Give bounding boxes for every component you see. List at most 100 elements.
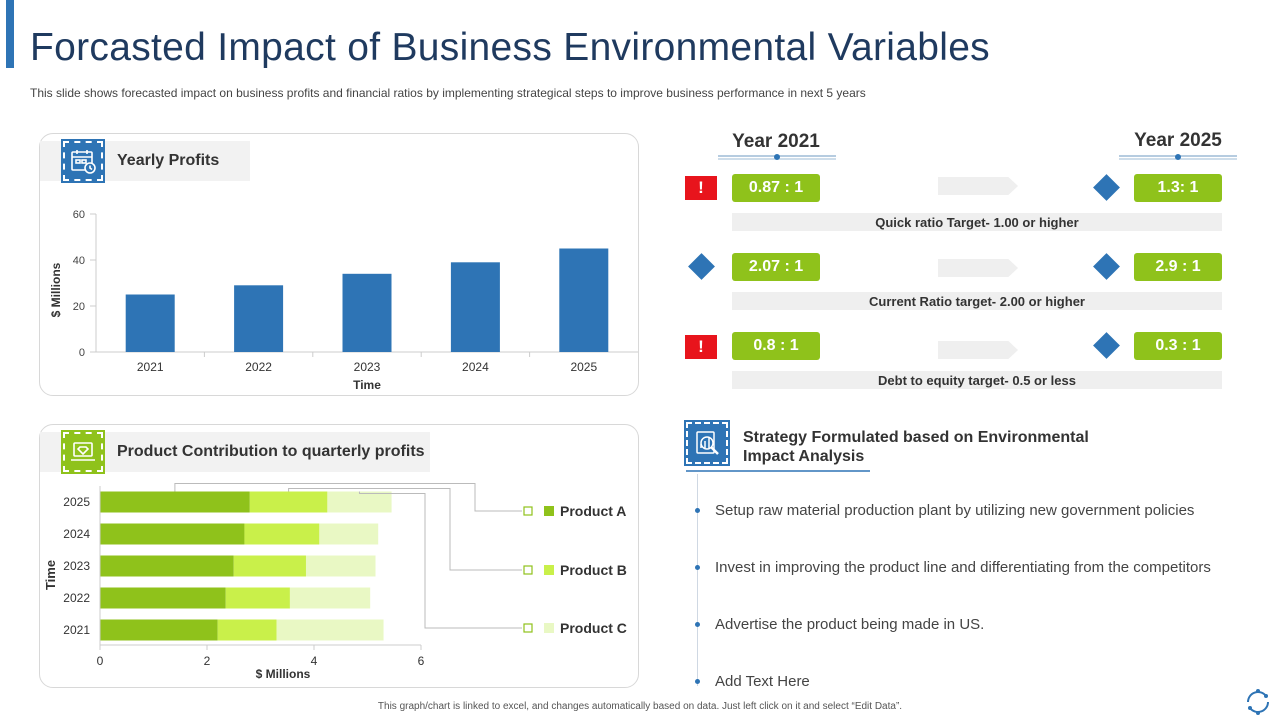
y-tick-label: 2024 bbox=[63, 527, 90, 541]
y-tick-label: 40 bbox=[73, 255, 85, 267]
profit-bar bbox=[342, 273, 392, 352]
legend-label: Product B bbox=[560, 562, 627, 578]
ratio-2021-debt-equity: 0.8 : 1 bbox=[732, 332, 820, 360]
product-contribution-header bbox=[40, 432, 430, 472]
ratio-2025-current: 2.9 : 1 bbox=[1134, 253, 1222, 281]
legend-marker-outline bbox=[523, 565, 533, 575]
target-quick-ratio: Quick ratio Target- 1.00 or higher bbox=[732, 213, 1222, 231]
product-bar-segment bbox=[244, 523, 320, 545]
ratio-2025-quick: 1.3: 1 bbox=[1134, 174, 1222, 202]
y-tick-label: 20 bbox=[73, 301, 85, 313]
x-tick-label: 0 bbox=[97, 654, 104, 668]
product-bar-segment bbox=[100, 491, 250, 513]
strategy-underline bbox=[686, 470, 870, 472]
laptop-diamond-icon bbox=[61, 430, 105, 474]
x-tick-label: 6 bbox=[418, 654, 425, 668]
strategy-timeline-line bbox=[697, 474, 698, 686]
footer-note: This graph/chart is linked to excel, and… bbox=[377, 701, 903, 712]
profit-bar bbox=[234, 285, 284, 352]
ratio-2025-debt-equity: 0.3 : 1 bbox=[1134, 332, 1222, 360]
bullet-dot bbox=[695, 679, 700, 684]
product-bar-segment bbox=[100, 619, 218, 641]
product-bar-segment bbox=[276, 619, 384, 641]
y-tick-label: 0 bbox=[79, 347, 85, 359]
product-bar-segment bbox=[289, 587, 371, 609]
alert-icon: ! bbox=[685, 335, 717, 359]
page-title: Forcasted Impact of Business Environment… bbox=[30, 26, 990, 69]
profit-bar bbox=[450, 262, 500, 352]
strategy-bullet: Invest in improving the product line and… bbox=[715, 559, 1211, 576]
strategy-title-line2: Impact Analysis bbox=[743, 448, 865, 465]
strategy-bullet: Setup raw material production plant by u… bbox=[715, 502, 1195, 519]
legend-marker-outline bbox=[523, 506, 533, 516]
product-bar-segment bbox=[225, 587, 290, 609]
x-tick-label: 2021 bbox=[137, 360, 164, 374]
arrow-right-shape bbox=[938, 259, 1018, 277]
strategy-bullet: Add Text Here bbox=[715, 673, 810, 690]
legend-swatch bbox=[544, 506, 554, 516]
ratio-2021-current: 2.07 : 1 bbox=[732, 253, 820, 281]
diamond-icon bbox=[1093, 253, 1120, 280]
x-axis-label: $ Millions bbox=[256, 667, 311, 681]
y-tick-label: 2023 bbox=[63, 559, 90, 573]
year-start-heading: Year 2021 bbox=[732, 131, 820, 152]
y-tick-label: 60 bbox=[73, 209, 85, 221]
y-axis-label: Time bbox=[43, 560, 58, 590]
product-bar-segment bbox=[100, 523, 245, 545]
x-tick-label: 4 bbox=[311, 654, 318, 668]
arrow-right-shape bbox=[938, 341, 1018, 359]
target-current-ratio: Current Ratio target- 2.00 or higher bbox=[732, 292, 1222, 310]
product-bar-segment bbox=[249, 491, 328, 513]
y-tick-label: 2025 bbox=[63, 495, 90, 509]
strategy-bullet: Advertise the product being made in US. bbox=[715, 616, 985, 633]
ratio-2021-quick: 0.87 : 1 bbox=[732, 174, 820, 202]
product-contribution-title: Product Contribution to quarterly profit… bbox=[117, 443, 425, 460]
target-debt-equity: Debt to equity target- 0.5 or less bbox=[732, 371, 1222, 389]
legend-leader-line bbox=[288, 488, 522, 571]
legend-swatch bbox=[544, 565, 554, 575]
refresh-icon[interactable] bbox=[1242, 686, 1274, 718]
legend-leader-line bbox=[358, 491, 522, 629]
analysis-report-icon bbox=[684, 420, 730, 466]
strategy-title-line1: Strategy Formulated based on Environment… bbox=[743, 429, 1089, 446]
product-bar-segment bbox=[305, 555, 376, 577]
alert-icon: ! bbox=[685, 176, 717, 200]
page-subtitle: This slide shows forecasted impact on bu… bbox=[30, 86, 866, 100]
y-tick-label: 2021 bbox=[63, 623, 90, 637]
diamond-icon bbox=[1093, 174, 1120, 201]
product-bar-segment bbox=[233, 555, 306, 577]
diamond-icon bbox=[688, 253, 715, 280]
product-contribution-chart[interactable]: 2025 2024 2023 2022 2021 0 2 4 6 $ Millions Time Pr… bbox=[40, 470, 638, 685]
profit-bar bbox=[125, 294, 175, 352]
x-tick-label: 2 bbox=[204, 654, 211, 668]
diamond-icon bbox=[1093, 332, 1120, 359]
legend-leader-line bbox=[174, 483, 522, 512]
strategy-title: Strategy Formulated based on Environment… bbox=[743, 428, 1089, 466]
y-tick-label: 2022 bbox=[63, 591, 90, 605]
y-axis-label: $ Millions bbox=[49, 262, 63, 317]
product-bar-segment bbox=[217, 619, 277, 641]
legend-marker-outline bbox=[523, 623, 533, 633]
title-accent-bar bbox=[6, 0, 14, 68]
bullet-dot bbox=[695, 622, 700, 627]
legend-label: Product C bbox=[560, 620, 627, 636]
x-axis-label: Time bbox=[353, 378, 381, 392]
legend-swatch bbox=[544, 623, 554, 633]
product-bar-segment bbox=[327, 491, 392, 513]
product-bar-segment bbox=[100, 587, 226, 609]
bullet-dot bbox=[695, 565, 700, 570]
year-end-underline bbox=[1119, 154, 1237, 160]
year-end-heading: Year 2025 bbox=[1134, 130, 1222, 151]
bullet-dot bbox=[695, 508, 700, 513]
profit-bar bbox=[559, 248, 609, 352]
yearly-profits-title: Yearly Profits bbox=[117, 152, 220, 169]
yearly-profits-chart[interactable]: 0 20 40 60 2021 2022 2023 2024 2025 Time $ Million… bbox=[40, 195, 638, 395]
x-tick-label: 2025 bbox=[570, 360, 597, 374]
product-bar-segment bbox=[319, 523, 379, 545]
arrow-right-shape bbox=[938, 177, 1018, 195]
x-tick-label: 2023 bbox=[354, 360, 381, 374]
product-bar-segment bbox=[100, 555, 234, 577]
year-start-underline bbox=[718, 154, 836, 160]
x-tick-label: 2022 bbox=[245, 360, 272, 374]
calendar-clock-icon bbox=[61, 139, 105, 183]
